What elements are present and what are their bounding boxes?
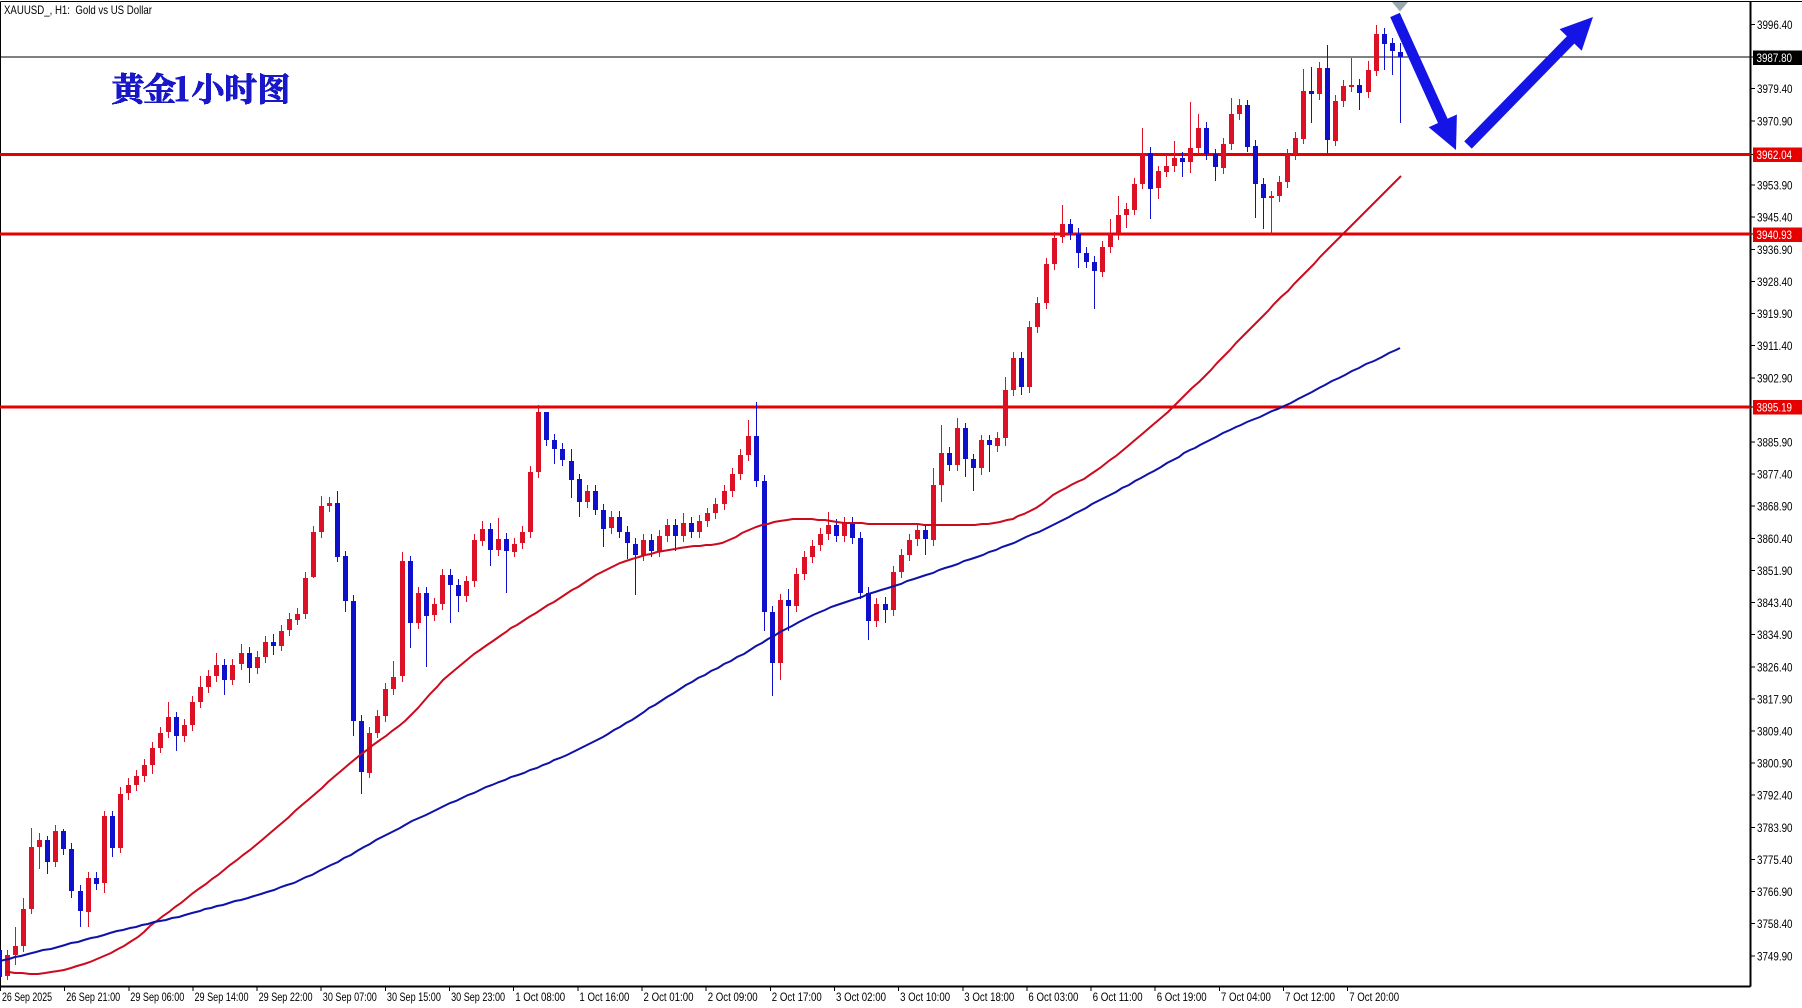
svg-text:2 Oct 17:00: 2 Oct 17:00 — [772, 990, 822, 1004]
svg-text:3895.19: 3895.19 — [1757, 401, 1793, 415]
svg-text:3877.40: 3877.40 — [1757, 468, 1793, 482]
svg-text:29 Sep 14:00: 29 Sep 14:00 — [195, 990, 249, 1004]
svg-text:3 Oct 10:00: 3 Oct 10:00 — [900, 990, 950, 1004]
svg-text:3758.40: 3758.40 — [1757, 917, 1793, 931]
svg-text:XAUUSD_, H1: Gold vs US Dolla: XAUUSD_, H1: Gold vs US Dollar — [4, 3, 152, 17]
svg-text:6 Oct 03:00: 6 Oct 03:00 — [1028, 990, 1078, 1004]
svg-text:3817.90: 3817.90 — [1757, 692, 1793, 706]
svg-text:3953.90: 3953.90 — [1757, 179, 1793, 193]
svg-text:3902.90: 3902.90 — [1757, 371, 1793, 385]
svg-text:3885.90: 3885.90 — [1757, 436, 1793, 450]
svg-text:6 Oct 11:00: 6 Oct 11:00 — [1093, 990, 1143, 1004]
svg-text:3911.40: 3911.40 — [1757, 339, 1793, 353]
svg-text:7 Oct 12:00: 7 Oct 12:00 — [1285, 990, 1335, 1004]
svg-text:1 Oct 16:00: 1 Oct 16:00 — [579, 990, 629, 1004]
svg-text:3834.90: 3834.90 — [1757, 628, 1793, 642]
svg-text:3940.93: 3940.93 — [1757, 228, 1793, 242]
svg-text:3809.40: 3809.40 — [1757, 725, 1793, 739]
svg-text:7 Oct 20:00: 7 Oct 20:00 — [1349, 990, 1399, 1004]
svg-text:3987.80: 3987.80 — [1757, 51, 1793, 65]
svg-text:3860.40: 3860.40 — [1757, 532, 1793, 546]
svg-text:3 Oct 18:00: 3 Oct 18:00 — [964, 990, 1014, 1004]
svg-text:3766.90: 3766.90 — [1757, 885, 1793, 899]
svg-text:29 Sep 06:00: 29 Sep 06:00 — [130, 990, 184, 1004]
svg-text:3792.40: 3792.40 — [1757, 789, 1793, 803]
svg-text:26 Sep 21:00: 26 Sep 21:00 — [66, 990, 120, 1004]
svg-text:29 Sep 22:00: 29 Sep 22:00 — [259, 990, 313, 1004]
svg-text:1 Oct 08:00: 1 Oct 08:00 — [515, 990, 565, 1004]
svg-text:3775.40: 3775.40 — [1757, 853, 1793, 867]
svg-text:30 Sep 23:00: 30 Sep 23:00 — [451, 990, 505, 1004]
svg-text:3936.90: 3936.90 — [1757, 243, 1793, 257]
svg-text:3851.90: 3851.90 — [1757, 564, 1793, 578]
svg-text:3945.40: 3945.40 — [1757, 211, 1793, 225]
svg-text:3928.40: 3928.40 — [1757, 275, 1793, 289]
svg-text:3783.90: 3783.90 — [1757, 821, 1793, 835]
svg-text:2 Oct 09:00: 2 Oct 09:00 — [708, 990, 758, 1004]
svg-text:3 Oct 02:00: 3 Oct 02:00 — [836, 990, 886, 1004]
svg-text:3826.40: 3826.40 — [1757, 660, 1793, 674]
svg-text:3996.40: 3996.40 — [1757, 18, 1793, 32]
svg-text:3962.04: 3962.04 — [1757, 148, 1793, 162]
svg-text:3919.90: 3919.90 — [1757, 307, 1793, 321]
svg-text:3800.90: 3800.90 — [1757, 757, 1793, 771]
svg-text:3749.90: 3749.90 — [1757, 949, 1793, 963]
svg-text:6 Oct 19:00: 6 Oct 19:00 — [1157, 990, 1207, 1004]
svg-text:26 Sep 2025: 26 Sep 2025 — [2, 990, 52, 1004]
svg-text:3843.40: 3843.40 — [1757, 596, 1793, 610]
svg-text:3970.90: 3970.90 — [1757, 114, 1793, 128]
svg-text:30 Sep 07:00: 30 Sep 07:00 — [323, 990, 377, 1004]
svg-text:3979.40: 3979.40 — [1757, 82, 1793, 96]
svg-text:7 Oct 04:00: 7 Oct 04:00 — [1221, 990, 1271, 1004]
svg-text:3868.90: 3868.90 — [1757, 500, 1793, 514]
svg-text:2 Oct 01:00: 2 Oct 01:00 — [644, 990, 694, 1004]
svg-text:30 Sep 15:00: 30 Sep 15:00 — [387, 990, 441, 1004]
